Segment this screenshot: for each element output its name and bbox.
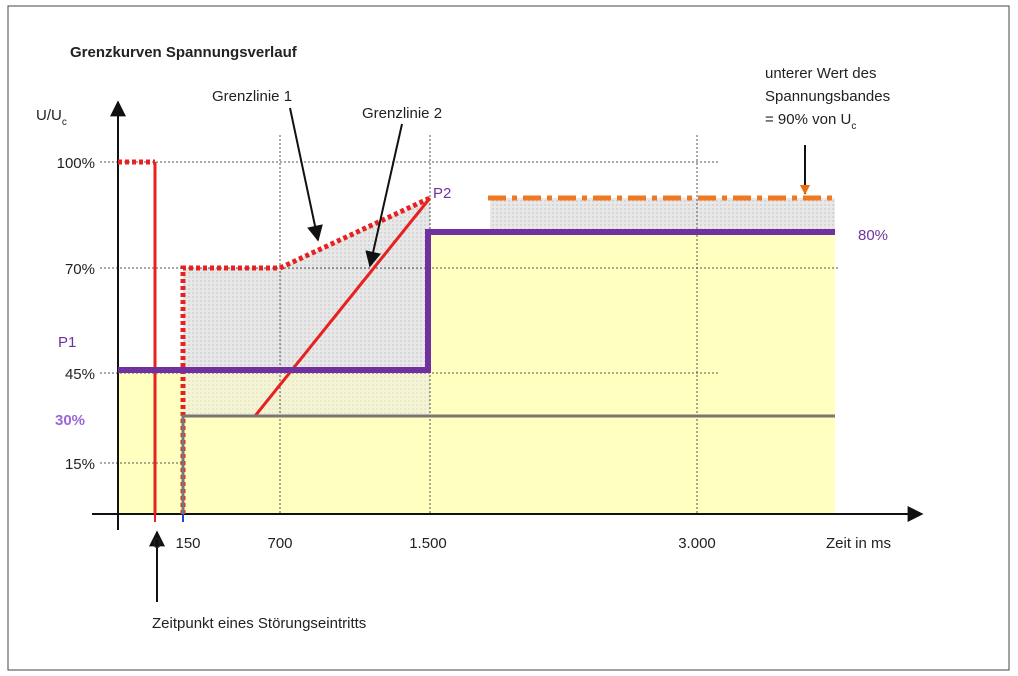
band-note: Spannungsbandes — [765, 88, 890, 105]
arrow — [289, 107, 323, 242]
label-event: Zeitpunkt eines Störungseintritts — [152, 615, 366, 632]
y-tick-label: 100% — [57, 155, 95, 172]
y-tick-label: 15% — [65, 456, 95, 473]
y-axis-label-sub: c — [62, 117, 67, 128]
x-axis-label: Zeit in ms — [826, 535, 891, 552]
label-p1: P1 — [58, 334, 76, 351]
label-30: 30% — [55, 412, 85, 429]
x-tick-label: 0 — [153, 535, 161, 552]
tolerance-area — [183, 198, 430, 373]
y-axis-label-main: U/U — [36, 107, 62, 124]
band-area — [490, 198, 835, 232]
frame — [7, 5, 1010, 671]
y-tick-label: 45% — [65, 366, 95, 383]
y-axis-label: U/Uc — [36, 107, 67, 128]
band-note: = 90% von Uc — [765, 111, 856, 132]
band-note-main: = 90% von U — [765, 111, 851, 128]
grenzlinie-2 — [253, 197, 432, 417]
label-80: 80% — [858, 227, 888, 244]
x-tick-label: 3.000 — [678, 535, 716, 552]
y-tick-label: 70% — [65, 261, 95, 278]
band-note: unterer Wert des — [765, 65, 876, 82]
purple-line — [118, 229, 835, 373]
arrow — [365, 123, 403, 268]
grenzlinie-1 — [180, 195, 432, 514]
tolerance-area-lower — [183, 373, 430, 416]
label-p2: P2 — [433, 185, 451, 202]
band-note-sub: c — [851, 121, 856, 132]
label: Grenzlinie 1 — [212, 88, 292, 105]
label: Grenzlinie 2 — [362, 105, 442, 122]
gray-line — [181, 414, 835, 514]
x-tick-label: 1.500 — [409, 535, 447, 552]
title: Grenzkurven Spannungsverlauf — [70, 44, 298, 61]
x-tick-label: 700 — [267, 535, 292, 552]
x-tick-label: 150 — [175, 535, 200, 552]
